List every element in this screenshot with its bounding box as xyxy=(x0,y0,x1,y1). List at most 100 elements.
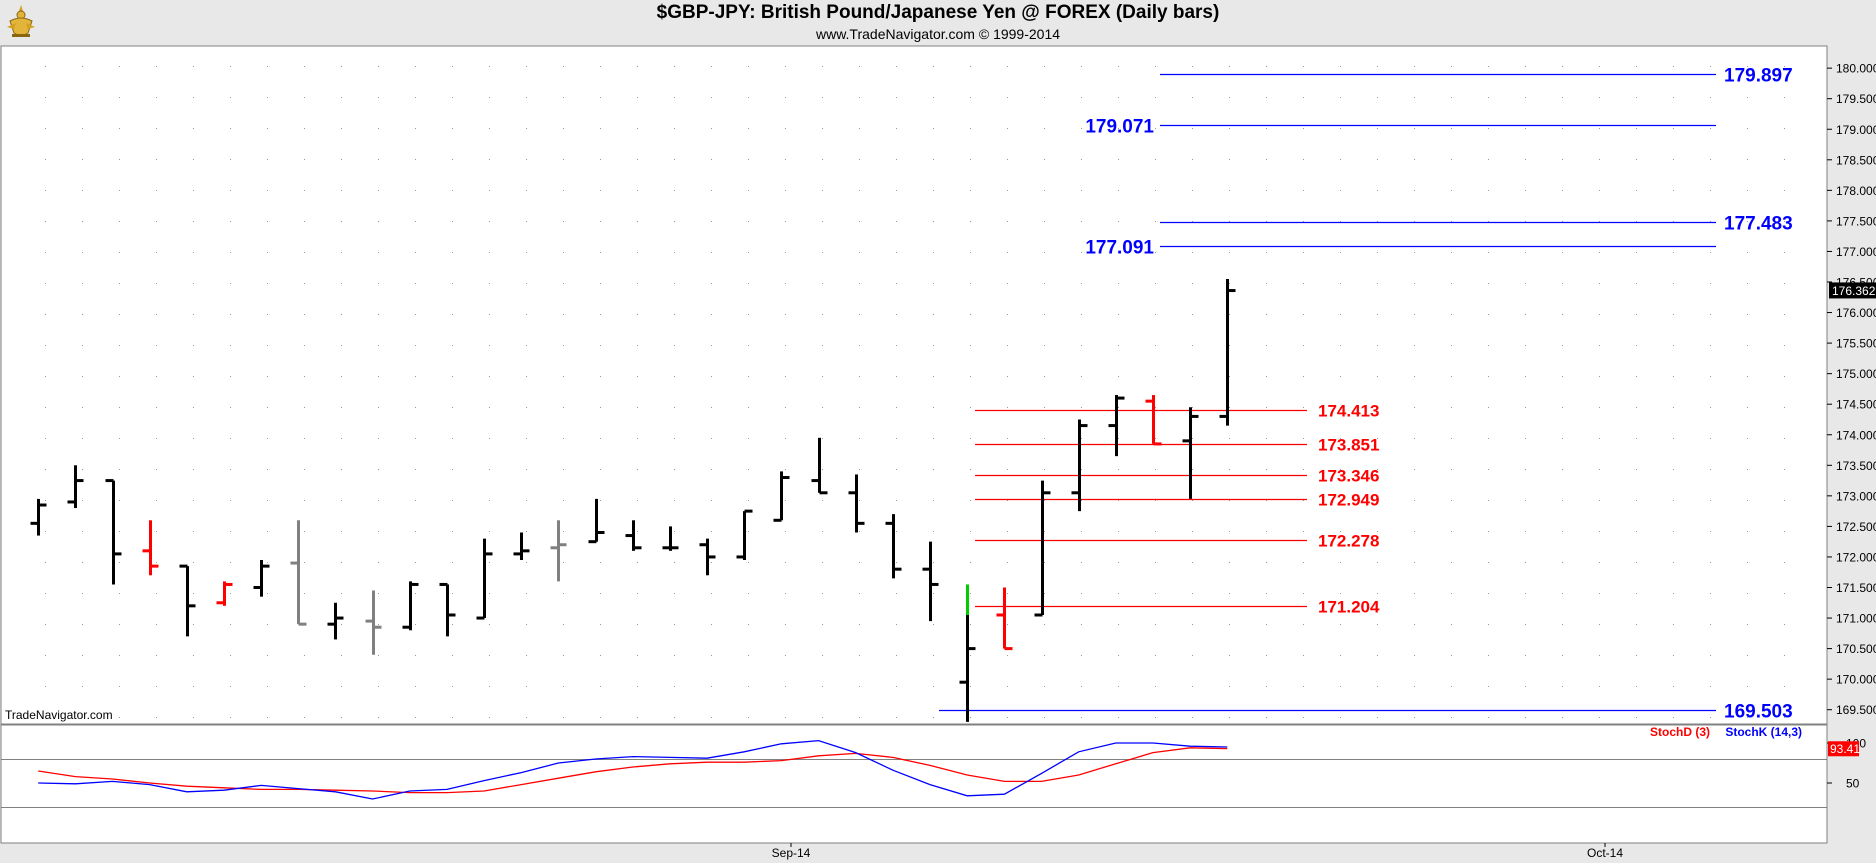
price-bar xyxy=(1034,480,1051,617)
grid-dot xyxy=(1118,345,1119,346)
grid-dot xyxy=(119,717,120,718)
grid-dot xyxy=(933,717,934,718)
grid-dot xyxy=(637,531,638,532)
grid-dot xyxy=(1266,655,1267,656)
grid-dot xyxy=(748,624,749,625)
grid-dot xyxy=(1229,128,1230,129)
watermark: TradeNavigator.com xyxy=(5,708,113,722)
grid-dot xyxy=(970,252,971,253)
grid-dot xyxy=(1488,345,1489,346)
grid-dot xyxy=(1784,345,1785,346)
grid-dot xyxy=(341,190,342,191)
grid-dot xyxy=(859,314,860,315)
grid-dot xyxy=(230,717,231,718)
grid-dot xyxy=(896,500,897,501)
y-tick-label: 173.500 xyxy=(1836,459,1876,473)
grid-dot xyxy=(896,686,897,687)
grid-dot xyxy=(674,469,675,470)
grid-dot xyxy=(1525,66,1526,67)
grid-dot xyxy=(230,66,231,67)
grid-dot xyxy=(1377,97,1378,98)
grid-dot xyxy=(378,97,379,98)
grid-dot xyxy=(119,531,120,532)
grid-dot xyxy=(711,593,712,594)
grid-dot xyxy=(156,66,157,67)
grid-dot xyxy=(637,97,638,98)
grid-dot xyxy=(1081,438,1082,439)
grid-dot xyxy=(1673,221,1674,222)
grid-dot xyxy=(970,407,971,408)
grid-dot xyxy=(1155,190,1156,191)
grid-dot xyxy=(637,500,638,501)
grid-dot xyxy=(785,686,786,687)
grid-dot xyxy=(1562,252,1563,253)
grid-dot xyxy=(1266,345,1267,346)
grid-dot xyxy=(563,686,564,687)
grid-dot xyxy=(1081,624,1082,625)
grid-dot xyxy=(1488,686,1489,687)
grid-dot xyxy=(1562,655,1563,656)
level-label: 169.503 xyxy=(1724,701,1793,722)
grid-dot xyxy=(1414,438,1415,439)
grid-dot xyxy=(1488,593,1489,594)
grid-dot xyxy=(193,252,194,253)
grid-dot xyxy=(1636,314,1637,315)
price-bar xyxy=(811,437,828,495)
grid-dot xyxy=(267,624,268,625)
grid-dot xyxy=(674,407,675,408)
grid-dot xyxy=(1377,562,1378,563)
grid-dot xyxy=(452,593,453,594)
grid-dot xyxy=(711,159,712,160)
grid-dot xyxy=(415,593,416,594)
grid-dot xyxy=(600,562,601,563)
grid-dot xyxy=(1784,221,1785,222)
grid-dot xyxy=(489,655,490,656)
grid-dot xyxy=(896,562,897,563)
price-bar xyxy=(885,514,902,579)
price-grid-dots xyxy=(45,66,1785,718)
grid-dot xyxy=(822,593,823,594)
grid-dot xyxy=(156,686,157,687)
level-label: 177.091 xyxy=(1085,237,1154,258)
grid-dot xyxy=(1488,655,1489,656)
grid-dot xyxy=(933,190,934,191)
grid-dot xyxy=(1155,562,1156,563)
grid-dot xyxy=(748,314,749,315)
grid-dot xyxy=(785,190,786,191)
grid-dot xyxy=(1007,221,1008,222)
grid-dot xyxy=(970,97,971,98)
grid-dot xyxy=(711,655,712,656)
grid-dot xyxy=(1710,655,1711,656)
price-bar xyxy=(402,581,419,631)
grid-dot xyxy=(82,593,83,594)
grid-dot xyxy=(1747,717,1748,718)
grid-dot xyxy=(45,438,46,439)
grid-dot xyxy=(970,562,971,563)
grid-dot xyxy=(1710,376,1711,377)
grid-dot xyxy=(785,66,786,67)
grid-dot xyxy=(1155,717,1156,718)
grid-dot xyxy=(1007,66,1008,67)
grid-dot xyxy=(1599,97,1600,98)
grid-dot xyxy=(1081,500,1082,501)
grid-dot xyxy=(970,624,971,625)
grid-dot xyxy=(1784,438,1785,439)
grid-dot xyxy=(1451,190,1452,191)
grid-dot xyxy=(526,562,527,563)
grid-dot xyxy=(822,562,823,563)
grid-dot xyxy=(304,717,305,718)
grid-dot xyxy=(119,686,120,687)
grid-dot xyxy=(526,252,527,253)
grid-dot xyxy=(267,717,268,718)
grid-dot xyxy=(859,159,860,160)
grid-dot xyxy=(378,407,379,408)
grid-dot xyxy=(1266,593,1267,594)
grid-dot xyxy=(600,97,601,98)
price-bar xyxy=(1145,395,1162,446)
grid-dot xyxy=(1266,624,1267,625)
grid-dot xyxy=(1636,500,1637,501)
grid-dot xyxy=(859,407,860,408)
grid-dot xyxy=(1229,593,1230,594)
grid-dot xyxy=(1784,283,1785,284)
grid-dot xyxy=(822,128,823,129)
